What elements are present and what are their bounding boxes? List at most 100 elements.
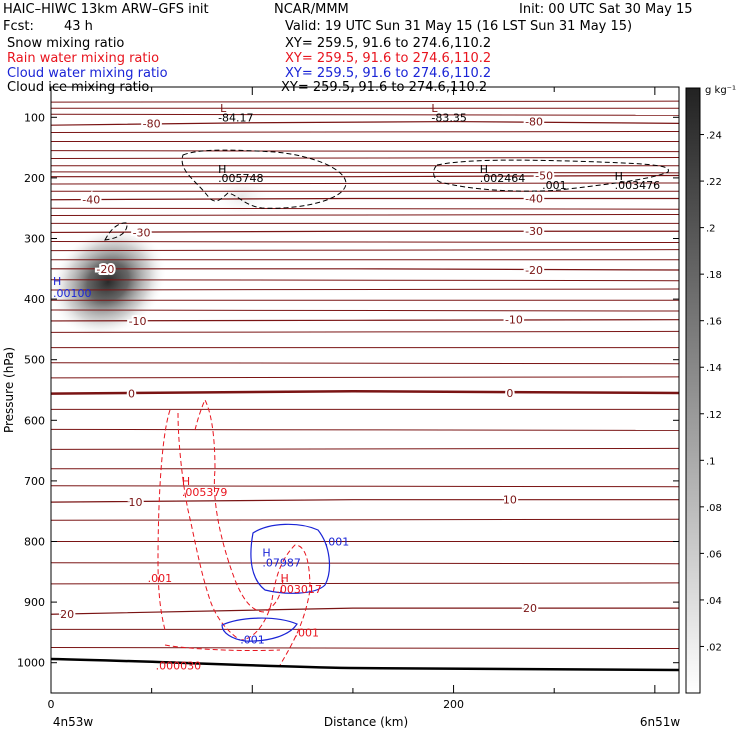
labels-label: L (431, 102, 438, 115)
cloud_water_contours-label: .07987 (262, 557, 301, 570)
colorbar: g kg⁻¹ .02 .04 .06 .08 .1 .12 .14 .16 .18 .2 .22 .2… (685, 85, 736, 694)
rain_contours-label: .005379 (182, 486, 228, 499)
isotherm-labeled-line (51, 197, 679, 201)
labels-label: H (53, 275, 61, 288)
colorbar-tick-label: .04 (706, 596, 722, 607)
isotherm-line (51, 171, 679, 174)
header-org: NCAR/MMM (274, 2, 349, 17)
y-axis-label: Pressure (hPa) (2, 347, 16, 433)
isotherm-line (51, 485, 679, 488)
isotherm-line (51, 249, 679, 252)
isotherm-line (51, 288, 679, 291)
isotherm-line (51, 279, 679, 282)
y-tick-label: 700 (24, 475, 45, 488)
isotherm-label: -20 (525, 264, 543, 277)
labels-label: -84.17 (218, 111, 253, 124)
colorbar-tick-label: .02 (706, 642, 722, 653)
isotherm-line (51, 447, 679, 450)
isotherm-labeled-line (51, 120, 679, 126)
rain-contour-1 (157, 409, 171, 631)
isotherm-line (51, 207, 679, 210)
field-name-rain: Rain water mixing ratio (7, 51, 160, 66)
rain_contours-label: .003017 (276, 583, 322, 596)
labels-label: H (615, 170, 623, 183)
isotherm-labeled-line (51, 389, 679, 395)
colorbar-tick-label: .06 (706, 549, 722, 560)
plot-area: -80 -80 -50 -40 -40 -30 -30 -20 -20 -10 -10 0 0 10 10 2… (50, 100, 680, 673)
isotherm-line (51, 130, 679, 133)
isotherm-label: -80 (525, 116, 543, 129)
y-tick-label: 200 (24, 172, 45, 185)
y-tick-label: 900 (24, 596, 45, 609)
x-tick-label: 200 (443, 698, 464, 711)
colorbar-tick-label: .1 (706, 456, 716, 467)
isotherm-line (51, 330, 679, 333)
isotherm-line (51, 182, 679, 185)
snow-contour-1 (181, 149, 347, 209)
labels-label: H (480, 163, 488, 176)
isotherm-label: -10 (505, 314, 523, 327)
colorbar-tick-label: .12 (706, 410, 722, 421)
header-valid: Valid: 19 UTC Sun 31 May 15 (16 LST Sun … (285, 19, 633, 34)
y-tick-label: 500 (24, 354, 45, 367)
isotherm-labeled-line (51, 607, 679, 615)
isotherm-label: 10 (129, 496, 143, 509)
snow_contours-label: .00100 (53, 287, 92, 300)
x-axis-start-label: 4n53w (53, 715, 94, 729)
contour-point-labels: L-84.17L-83.35H HHHHHH.005748.002464.001.… (53, 102, 660, 673)
isotherm-line (51, 562, 679, 565)
colorbar-gradient (685, 87, 701, 694)
isotherm-label: -20 (96, 263, 114, 276)
isotherm-label: 10 (503, 494, 517, 507)
isotherm-line (51, 241, 679, 244)
rain-contour-4 (164, 644, 281, 652)
rain-contour-3 (194, 398, 284, 613)
rain-contour-2 (177, 412, 311, 666)
isotherm-line (51, 582, 679, 585)
labels-label: L (220, 102, 227, 115)
isotherm-line (51, 428, 679, 431)
isotherm-line (51, 113, 679, 116)
isotherm-line (51, 150, 679, 153)
snow-secondary-shading (210, 174, 274, 218)
snow_contours-label: .002464 (480, 172, 526, 185)
surface-line (50, 657, 680, 672)
colorbar-tick-label: .16 (706, 317, 722, 328)
snow_contours-label: .003476 (615, 179, 661, 192)
isotherm-label: -10 (129, 315, 147, 328)
colorbar-tick-label: .24 (706, 131, 722, 142)
y-tick-label: 800 (24, 536, 45, 549)
isotherm-labeled-line (51, 499, 679, 503)
y-tick-label: 600 (24, 414, 45, 427)
isotherm-label: 0 (128, 388, 135, 401)
colorbar-tick-label: .08 (706, 503, 722, 514)
isotherm-label: -80 (143, 117, 161, 130)
field-xy-cloud-water: XY= 259.5, 91.6 to 274.6,110.2 (285, 66, 492, 81)
snow-contour-2 (433, 159, 669, 192)
snow_contours-label: .005748 (218, 172, 263, 185)
labels-label: H (262, 546, 270, 559)
colorbar-tick-label: .2 (706, 224, 716, 235)
isotherm-label: -40 (82, 194, 100, 207)
rain-contours (157, 398, 311, 666)
isotherm-line (51, 647, 679, 650)
isotherm-label: -40 (525, 193, 543, 206)
x-axis-end-label: 6n51w (640, 715, 681, 729)
snow_contours-label: .001 (542, 179, 567, 192)
header-fcst-value: 43 h (64, 19, 93, 34)
y-tick-label: 100 (24, 111, 45, 124)
isotherm-labeled-line (51, 230, 679, 234)
y-tick-label: 1000 (17, 657, 45, 670)
rain_contours-label: .001 (295, 626, 320, 639)
isotherm-labeled-line (51, 174, 679, 178)
x-tick-label: 0 (48, 698, 55, 711)
isotherm-labeled-line (51, 268, 679, 271)
cloud-water-contours (221, 523, 331, 642)
colorbar-tick-label: .22 (706, 177, 722, 188)
snow-max-shading (51, 226, 167, 338)
isotherm-line (51, 518, 679, 521)
cloud_water_contours-label: .001 (325, 536, 350, 549)
colorbar-ticks: .02 .04 .06 .08 .1 .12 .14 .16 .18 .2 .22 .24 (700, 131, 722, 653)
